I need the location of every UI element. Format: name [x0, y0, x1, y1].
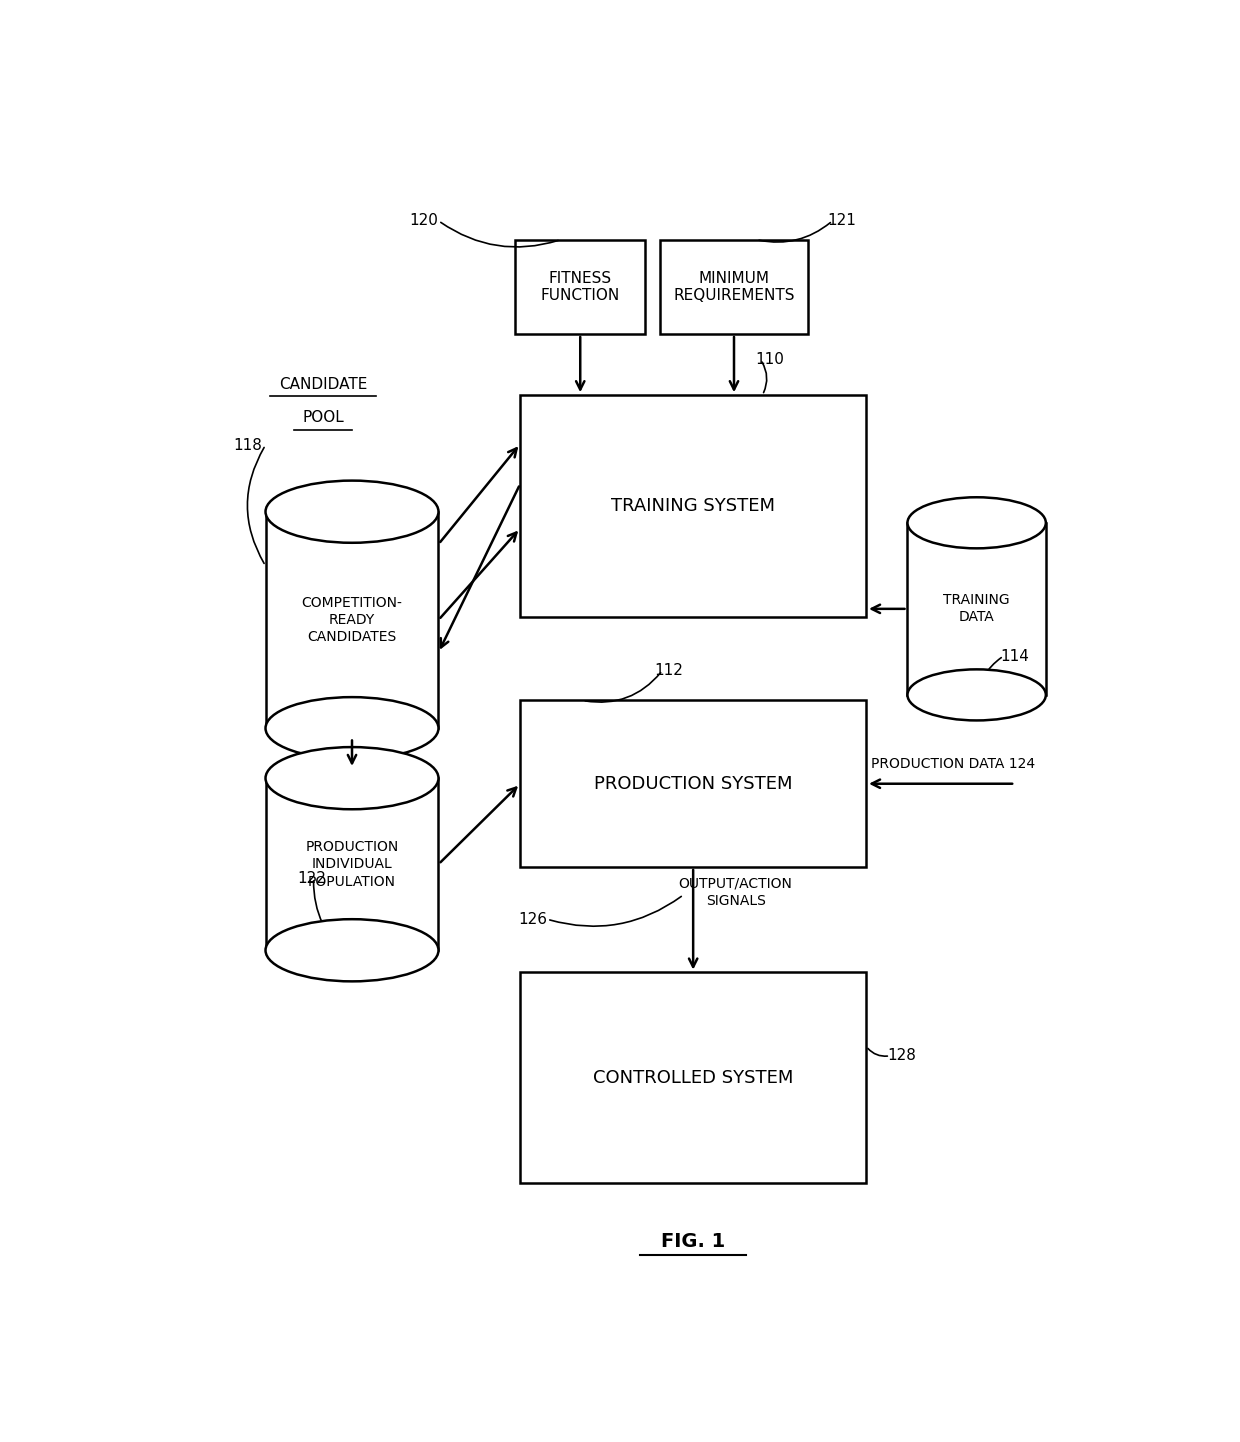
Bar	[521, 972, 867, 1184]
Ellipse shape	[265, 747, 439, 809]
Text: COMPETITION-
READY
CANDIDATES: COMPETITION- READY CANDIDATES	[301, 596, 403, 645]
Polygon shape	[265, 512, 439, 728]
Ellipse shape	[265, 696, 439, 760]
Text: CONTROLLED SYSTEM: CONTROLLED SYSTEM	[593, 1069, 794, 1087]
Text: PRODUCTION DATA 124: PRODUCTION DATA 124	[870, 757, 1035, 770]
Text: 114: 114	[1001, 649, 1029, 663]
Bar	[521, 395, 867, 617]
Text: MINIMUM
REQUIREMENTS: MINIMUM REQUIREMENTS	[673, 271, 795, 303]
Text: 126: 126	[518, 911, 547, 927]
Text: TRAINING SYSTEM: TRAINING SYSTEM	[611, 497, 775, 515]
Text: 128: 128	[888, 1048, 916, 1063]
Bar	[660, 239, 808, 335]
Text: FIG. 1: FIG. 1	[661, 1231, 725, 1250]
Ellipse shape	[265, 480, 439, 542]
Text: TRAINING
DATA: TRAINING DATA	[944, 593, 1009, 624]
Text: PRODUCTION
INDIVIDUAL
POPULATION: PRODUCTION INDIVIDUAL POPULATION	[305, 839, 398, 888]
Text: FITNESS
FUNCTION: FITNESS FUNCTION	[541, 271, 620, 303]
Text: POOL: POOL	[303, 410, 343, 425]
Text: 118: 118	[234, 437, 263, 453]
Bar	[521, 701, 867, 867]
Text: 121: 121	[828, 213, 857, 228]
Bar	[516, 239, 645, 335]
Polygon shape	[265, 779, 439, 950]
Text: PRODUCTION SYSTEM: PRODUCTION SYSTEM	[594, 774, 792, 793]
Text: CANDIDATE: CANDIDATE	[279, 376, 367, 392]
Text: 112: 112	[655, 663, 683, 678]
Ellipse shape	[908, 497, 1045, 548]
Text: OUTPUT/ACTION
SIGNALS: OUTPUT/ACTION SIGNALS	[678, 877, 792, 908]
Text: 120: 120	[409, 213, 439, 228]
Text: 110: 110	[755, 352, 785, 368]
Text: 122: 122	[298, 871, 326, 885]
Ellipse shape	[265, 919, 439, 982]
Polygon shape	[908, 523, 1045, 695]
Ellipse shape	[908, 669, 1045, 721]
